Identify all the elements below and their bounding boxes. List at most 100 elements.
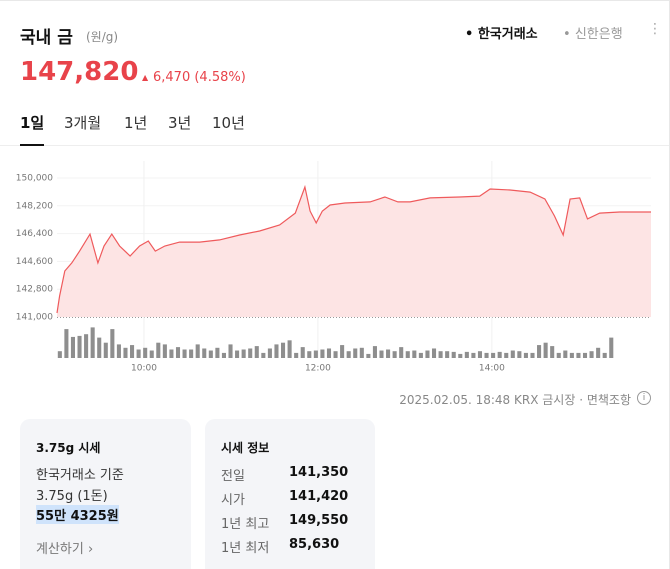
volume-bar (477, 351, 483, 358)
volume-bar (90, 327, 95, 358)
volume-bar (162, 344, 167, 358)
volume-bar (418, 352, 423, 358)
card: 3.75g 시세 한국거래소 기준 3.75g (1돈) 55만 4325원 계… (20, 419, 191, 569)
x-tick-label: 14:00 (479, 364, 505, 374)
period-tab[interactable]: 3년 (168, 114, 192, 132)
volume-bar (241, 349, 246, 358)
volume-bar (182, 349, 187, 358)
volume-bar (576, 352, 581, 358)
volume-bar (359, 347, 364, 358)
y-tick-label: 144,600 (16, 257, 53, 267)
volume-bar (97, 337, 102, 358)
volume-bar (510, 350, 515, 358)
card-line: 한국거래소 기준 (36, 468, 124, 483)
card-line: 3.75g (1돈) (36, 489, 108, 504)
menu-icon[interactable]: ⋮ (648, 21, 662, 37)
row-value: 141,350 (289, 465, 349, 480)
volume-bar (267, 348, 272, 358)
info-icon[interactable]: i (637, 391, 651, 405)
volume-bar (458, 353, 463, 358)
x-tick-label: 10:00 (131, 364, 157, 374)
volume-bar (504, 352, 509, 358)
volume-bar (77, 335, 82, 358)
volume-bar (281, 342, 286, 358)
volume-bar (221, 352, 226, 358)
volume-bar (609, 337, 614, 358)
volume-bar (274, 344, 279, 358)
volume-bar (596, 347, 601, 358)
period-tab[interactable]: 3개월 (64, 114, 102, 132)
disclaimer[interactable]: 면책조항 (586, 393, 631, 407)
volume-bar (208, 350, 213, 358)
volume-bar (517, 351, 522, 358)
y-tick-label: 142,800 (16, 285, 53, 295)
volume-bar (484, 352, 489, 358)
volume-bar (103, 342, 108, 358)
volume-bar (215, 347, 220, 358)
volume-bar (110, 329, 115, 358)
source-tab[interactable]: 한국거래소 (465, 23, 538, 42)
volume-bar (248, 348, 253, 358)
divider (0, 145, 669, 146)
volume-bar (471, 352, 476, 358)
volume-bar (136, 349, 141, 358)
volume-bar (392, 351, 397, 358)
change: 6,470 (4.58%) (153, 70, 246, 85)
period-tab[interactable]: 1일 (20, 114, 45, 132)
volume-bar (175, 347, 181, 358)
volume-bar (582, 352, 588, 358)
volume-bar (412, 350, 417, 358)
volume-bar (228, 344, 233, 358)
volume-bar (550, 346, 555, 358)
volume-bar (84, 334, 89, 358)
x-tick-label: 12:00 (305, 364, 331, 374)
volume-bar (235, 350, 240, 358)
volume-bar (300, 347, 305, 358)
y-tick-label: 146,400 (16, 229, 53, 239)
card-amount: 55만 4325원 (36, 505, 119, 524)
volume-bar (195, 344, 200, 358)
y-tick-label: 148,200 (16, 201, 53, 211)
volume-bar (386, 349, 391, 358)
card: 시세 정보 전일 141,350 시가 141,420 1년 최고 149,55… (205, 419, 375, 569)
tab-underline (20, 144, 44, 146)
volume-bar (116, 344, 121, 358)
volume-bar (523, 352, 528, 358)
price: 147,820 (20, 57, 139, 87)
volume-bar (130, 345, 135, 358)
source-tab[interactable]: 신한은행 (563, 23, 623, 42)
volume-bar (123, 347, 128, 358)
volume-bar (451, 351, 456, 358)
volume-bar (543, 342, 548, 358)
y-tick-label: 150,000 (16, 174, 53, 184)
volume-bar (64, 329, 69, 358)
card-title: 시세 정보 (221, 441, 270, 455)
row-value: 149,550 (289, 513, 349, 528)
volume-bar (57, 351, 62, 358)
volume-bar (445, 351, 450, 358)
volume-bar (537, 345, 542, 358)
volume-bar (346, 351, 351, 358)
period-tab[interactable]: 1년 (124, 114, 148, 132)
volume-bar (425, 350, 430, 358)
volume-bar (261, 352, 266, 358)
volume-bar (497, 351, 502, 358)
volume-bar (156, 342, 161, 358)
volume-bar (405, 351, 410, 358)
card-link[interactable]: 계산하기 › (36, 542, 94, 557)
volume-bar (307, 351, 312, 358)
volume-bar (379, 350, 384, 358)
volume-bar (602, 352, 607, 358)
row-label: 시가 (221, 493, 245, 508)
volume-bar (399, 347, 404, 358)
volume-bar (313, 350, 318, 358)
card-title: 3.75g 시세 (36, 441, 101, 455)
volume-bar (287, 340, 292, 358)
period-tab[interactable]: 10년 (212, 114, 245, 132)
volume-bar (530, 352, 535, 358)
volume-bar (563, 350, 568, 358)
volume-bar (254, 346, 259, 358)
link-text[interactable]: 계산하기 (36, 542, 84, 557)
